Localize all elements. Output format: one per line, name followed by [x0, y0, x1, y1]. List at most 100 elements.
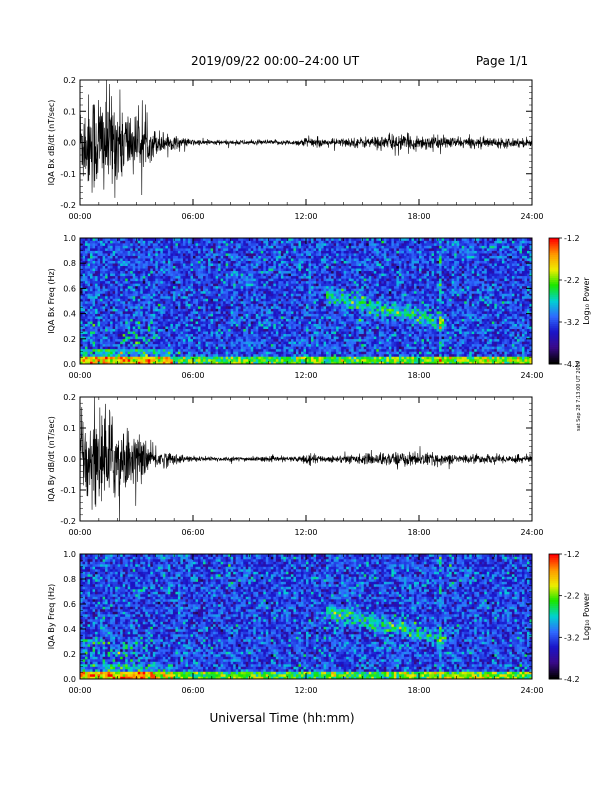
spectrogram-cell [285, 338, 289, 342]
spectrogram-cell [152, 353, 156, 357]
spectrogram-cell [198, 258, 201, 261]
spectrogram-cell [187, 328, 191, 332]
spectrogram-cell [180, 338, 184, 342]
spectrogram-cell [82, 293, 86, 297]
spectrogram-cell [187, 238, 191, 241]
spectrogram-cell [122, 358, 126, 362]
spectrogram-cell [243, 245, 247, 249]
spectrogram-cell [165, 270, 169, 274]
spectrogram-cell [157, 280, 161, 284]
spectrogram-cell [260, 318, 264, 322]
spectrogram-cell [273, 341, 277, 345]
spectrogram-cell [82, 341, 86, 345]
spectrogram-cell [248, 321, 252, 324]
spectrogram-cell [208, 265, 211, 269]
spectrogram-cell [240, 318, 244, 322]
spectrogram-cell [167, 298, 171, 302]
spectrogram-cell [233, 245, 236, 249]
spectrogram-cell [132, 260, 136, 264]
spectrogram-cell [100, 280, 103, 284]
spectrogram-cell [120, 338, 123, 342]
spectrogram-cell [298, 301, 302, 304]
spectrogram-cell [142, 283, 146, 287]
spectrogram-cell [190, 328, 194, 332]
spectrogram-cell [213, 348, 216, 352]
spectrogram-cell [275, 301, 279, 304]
spectrogram-cell [298, 336, 302, 340]
spectrogram-cell [318, 285, 322, 289]
spectrogram-cell [298, 316, 302, 319]
spectrogram-cell [142, 258, 146, 261]
spectrogram-cell [165, 353, 169, 357]
spectrogram-cell [265, 255, 269, 259]
spectrogram-cell [288, 298, 292, 302]
spectrogram-cell [185, 275, 189, 279]
spectrogram-cell [92, 263, 96, 267]
spectrogram-cell [303, 248, 307, 251]
spectrogram-cell [177, 346, 181, 350]
spectrogram-cell [243, 326, 247, 330]
spectrogram-cell [147, 316, 151, 319]
spectrogram-cell [298, 361, 302, 365]
spectrogram-cell [122, 298, 126, 302]
spectrogram-cell [200, 308, 204, 312]
spectrogram-cell [95, 331, 98, 335]
spectrogram-cell [223, 343, 226, 347]
spectrogram-cell [253, 343, 257, 347]
spectrogram-cell [195, 288, 199, 292]
spectrogram-cell [110, 326, 113, 330]
spectrogram-cell [238, 338, 242, 342]
spectrogram-cell [127, 248, 131, 251]
spectrogram-cell [213, 268, 216, 272]
spectrogram-cell [258, 258, 262, 261]
spectrogram-cell [250, 311, 254, 314]
spectrogram-cell [208, 318, 211, 322]
spectrogram-cell [300, 311, 304, 314]
spectrogram-cell [293, 358, 297, 362]
spectrogram-cell [265, 285, 269, 289]
spectrogram-cell [137, 343, 141, 347]
spectrogram-cell [235, 303, 239, 307]
spectrogram-cell [245, 358, 249, 362]
spectrogram-cell [263, 283, 267, 287]
spectrogram-cell [162, 280, 166, 284]
spectrogram-cell [235, 308, 239, 312]
spectrogram-cell [110, 328, 113, 332]
spectrogram-cell [105, 265, 108, 269]
spectrogram-cell [145, 346, 149, 350]
spectrogram-cell [122, 293, 126, 297]
spectrogram-cell [155, 303, 159, 307]
spectrogram-cell [175, 303, 179, 307]
spectrogram-cell [228, 333, 231, 337]
spectrogram-cell [283, 263, 287, 267]
spectrogram-cell [130, 295, 134, 299]
spectrogram-cell [198, 263, 201, 267]
spectrogram-cell [92, 240, 96, 244]
spectrogram-cell [198, 238, 201, 241]
spectrogram-cell [260, 268, 264, 272]
spectrogram-cell [190, 250, 194, 254]
spectrogram-cell [253, 280, 257, 284]
spectrogram-cell [263, 263, 267, 267]
spectrogram-cell [193, 280, 196, 284]
spectrogram-cell [318, 243, 322, 246]
spectrogram-cell [243, 321, 247, 324]
spectrogram-cell [270, 326, 274, 330]
spectrogram-cell [172, 283, 176, 287]
spectrogram-cell [125, 243, 129, 246]
spectrogram-cell [225, 250, 229, 254]
spectrogram-cell [195, 358, 199, 362]
spectrogram-cell [170, 283, 174, 287]
spectrogram-cell [200, 268, 204, 272]
spectrogram-cell [122, 328, 126, 332]
spectrogram-cell [220, 321, 224, 324]
spectrogram-cell [223, 346, 226, 350]
spectrogram-cell [140, 275, 144, 279]
spectrogram-cell [203, 338, 206, 342]
spectrogram-cell [185, 308, 189, 312]
spectrogram-cell [97, 240, 101, 244]
spectrogram-cell [318, 323, 322, 327]
spectrogram-cell [316, 353, 319, 357]
spectrogram-cell [132, 331, 136, 335]
spectrogram-cell [303, 348, 307, 352]
